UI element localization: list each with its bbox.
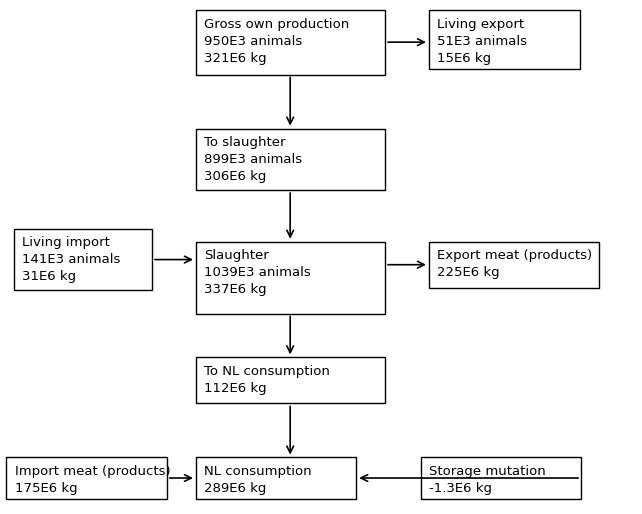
FancyBboxPatch shape (196, 457, 356, 499)
Text: NL consumption
289E6 kg: NL consumption 289E6 kg (204, 465, 312, 495)
FancyBboxPatch shape (14, 229, 152, 290)
Text: Export meat (products)
225E6 kg: Export meat (products) 225E6 kg (437, 249, 593, 279)
FancyBboxPatch shape (421, 457, 581, 499)
Text: Import meat (products)
175E6 kg: Import meat (products) 175E6 kg (15, 465, 170, 495)
Text: To slaughter
899E3 animals
306E6 kg: To slaughter 899E3 animals 306E6 kg (204, 136, 302, 183)
Text: Living export
51E3 animals
15E6 kg: Living export 51E3 animals 15E6 kg (437, 18, 527, 65)
FancyBboxPatch shape (429, 242, 599, 288)
FancyBboxPatch shape (196, 128, 385, 190)
FancyBboxPatch shape (196, 357, 385, 403)
FancyBboxPatch shape (196, 242, 385, 314)
FancyBboxPatch shape (429, 10, 580, 69)
Text: To NL consumption
112E6 kg: To NL consumption 112E6 kg (204, 365, 330, 395)
Text: Gross own production
950E3 animals
321E6 kg: Gross own production 950E3 animals 321E6… (204, 18, 349, 65)
Text: Slaughter
1039E3 animals
337E6 kg: Slaughter 1039E3 animals 337E6 kg (204, 249, 311, 296)
FancyBboxPatch shape (6, 457, 167, 499)
Text: Storage mutation
-1.3E6 kg: Storage mutation -1.3E6 kg (429, 465, 546, 495)
FancyBboxPatch shape (196, 10, 385, 75)
Text: Living import
141E3 animals
31E6 kg: Living import 141E3 animals 31E6 kg (22, 236, 121, 283)
